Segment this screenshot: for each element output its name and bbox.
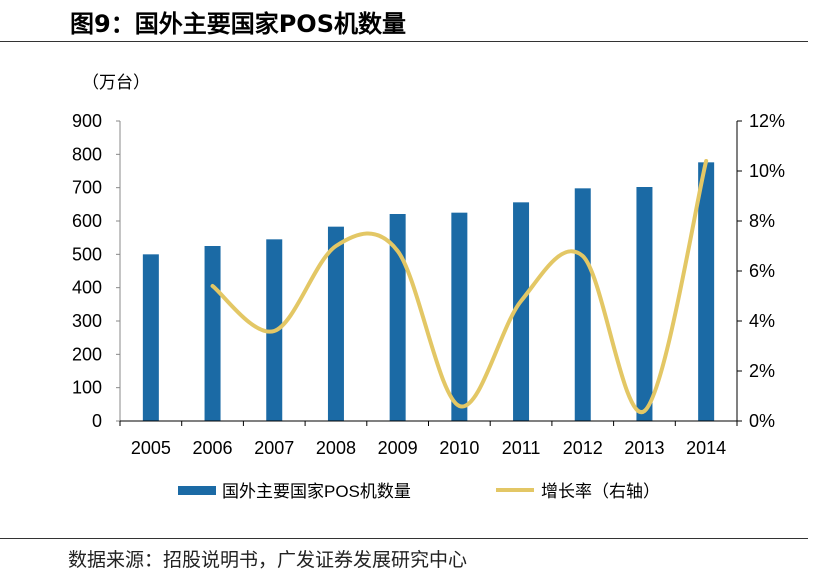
y2-tick-label: 4% (749, 311, 775, 331)
y2-tick-label: 2% (749, 361, 775, 381)
bar-2012 (574, 188, 591, 421)
x-tick-label: 2009 (378, 438, 418, 458)
bar-2011 (513, 202, 530, 421)
legend-label-bar: 国外主要国家POS机数量 (222, 482, 411, 501)
x-tick-label: 2014 (686, 438, 726, 458)
y-tick-label: 200 (72, 344, 102, 364)
y2-tick-label: 0% (749, 411, 775, 431)
bar-2014 (698, 162, 715, 422)
y2-tick-label: 6% (749, 261, 775, 281)
bar-2013 (636, 187, 653, 421)
y-axis-label: （万台） (82, 73, 150, 92)
bar-2010 (451, 212, 468, 421)
bar-2008 (327, 226, 344, 421)
y-tick-label: 300 (72, 311, 102, 331)
y-tick-label: 700 (72, 178, 102, 198)
y-tick-label: 600 (72, 211, 102, 231)
y2-tick-label: 10% (749, 161, 785, 181)
figure-title: 图9：国外主要国家POS机数量 (70, 10, 406, 38)
growth-rate-line (210, 159, 709, 415)
bar-2009 (389, 214, 406, 421)
x-tick-label: 2006 (193, 438, 233, 458)
y-tick-label: 400 (72, 278, 102, 298)
y-tick-label: 0 (92, 411, 102, 431)
x-tick-label: 2008 (316, 438, 356, 458)
x-tick-label: 2011 (502, 438, 541, 458)
y2-tick-label: 12% (749, 111, 785, 131)
top-rule (0, 41, 808, 42)
x-tick-label: 2010 (439, 438, 479, 458)
y-tick-label: 500 (72, 244, 102, 264)
legend-swatch-bar (178, 486, 216, 495)
x-tick-label: 2005 (131, 438, 171, 458)
y-tick-label: 900 (72, 111, 102, 131)
bottom-rule (0, 538, 808, 539)
source-note: 数据来源：招股说明书，广发证券发展研究中心 (68, 549, 468, 571)
y-tick-label: 800 (72, 144, 102, 164)
x-tick-label: 2013 (624, 438, 664, 458)
y-tick-label: 100 (72, 378, 102, 398)
x-tick-label: 2007 (254, 438, 294, 458)
bar-2006 (204, 246, 221, 421)
y2-tick-label: 8% (749, 211, 775, 231)
x-tick-label: 2012 (563, 438, 603, 458)
legend-label-line: 增长率（右轴） (541, 482, 660, 501)
bar-2005 (142, 254, 159, 421)
